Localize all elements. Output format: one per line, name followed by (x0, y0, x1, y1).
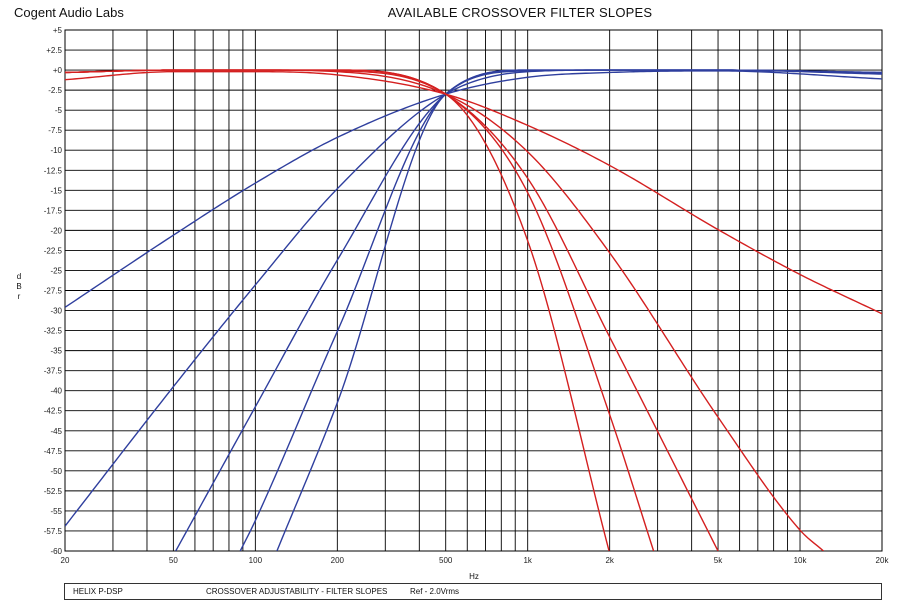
y-tick-label: -42.5 (44, 407, 63, 416)
y-tick-label: -22.5 (44, 246, 63, 255)
footer-reference: Ref - 2.0Vrms (410, 587, 460, 596)
footer-device: HELIX P-DSP (73, 587, 123, 596)
y-tick-label: -45 (50, 427, 62, 436)
y-tick-label: +5 (53, 26, 63, 35)
y-tick-label: -25 (50, 266, 62, 275)
x-tick-label: 20 (61, 556, 70, 565)
high-pass-curve (276, 69, 882, 551)
y-tick-label: -57.5 (44, 527, 63, 536)
y-tick-label: -50 (50, 467, 62, 476)
y-tick-label: -37.5 (44, 367, 63, 376)
x-tick-label: 500 (439, 556, 453, 565)
x-tick-label: 2k (605, 556, 614, 565)
y-tick-label: -52.5 (44, 487, 63, 496)
low-pass-curve (65, 70, 882, 315)
y-tick-label: -30 (50, 307, 62, 316)
x-axis-label: Hz (469, 572, 479, 581)
footer-description: CROSSOVER ADJUSTABILITY - FILTER SLOPES (206, 587, 388, 596)
y-tick-label: -27.5 (44, 287, 63, 296)
x-tick-label: 1k (523, 556, 532, 565)
y-axis-label-char: B (16, 282, 22, 291)
y-tick-label: -15 (50, 186, 62, 195)
chart-title: AVAILABLE CROSSOVER FILTER SLOPES (387, 5, 653, 20)
y-tick-label: -20 (50, 226, 62, 235)
y-tick-label: -60 (50, 547, 62, 556)
y-axis-label-char: d (16, 272, 22, 281)
footer-bar: HELIX P-DSP CROSSOVER ADJUSTABILITY - FI… (64, 583, 882, 600)
company-label: Cogent Audio Labs (14, 5, 124, 20)
x-tick-label: 5k (714, 556, 723, 565)
y-tick-label: +0 (53, 66, 63, 75)
x-tick-label: 100 (249, 556, 263, 565)
y-tick-label: -32.5 (44, 327, 63, 336)
y-tick-label: -47.5 (44, 447, 63, 456)
y-tick-label: -35 (50, 347, 62, 356)
y-axis-label-char: r (17, 292, 21, 301)
y-tick-label: +2.5 (46, 46, 62, 55)
x-tick-label: 200 (331, 556, 345, 565)
y-tick-label: -2.5 (48, 86, 62, 95)
y-tick-label: -7.5 (48, 126, 62, 135)
x-tick-label: 20k (876, 556, 890, 565)
low-pass-curve (65, 69, 610, 551)
y-tick-label: -55 (50, 507, 62, 516)
y-tick-label: -12.5 (44, 166, 63, 175)
x-tick-label: 10k (794, 556, 808, 565)
y-tick-label: -17.5 (44, 206, 63, 215)
high-pass-curve (65, 70, 882, 308)
y-tick-label: -5 (55, 106, 63, 115)
y-tick-label: -40 (50, 387, 62, 396)
y-tick-label: -10 (50, 146, 62, 155)
x-tick-label: 50 (169, 556, 178, 565)
